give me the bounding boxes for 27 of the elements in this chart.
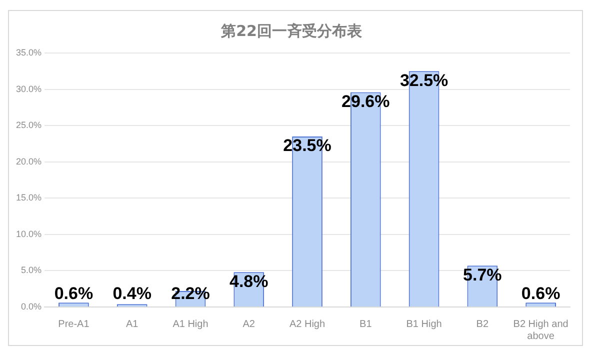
x-tick-label: Pre-A1 [58,318,90,330]
data-label: 29.6% [342,92,390,111]
data-label: 5.7% [463,265,502,284]
data-label: 23.5% [283,136,332,156]
data-label: 4.8% [230,272,268,291]
x-tick-label: B1 [360,318,372,330]
y-tick-label: 5.0% [21,265,42,276]
x-tick-label: A2 High [289,318,326,330]
data-label: 2.2% [171,284,210,304]
x-tick-label: B2 [476,318,489,330]
y-tick-label: 10.0% [16,228,42,239]
chart-title: 第22回一斉受分布表 [220,22,363,40]
x-tick-label: B1 High [406,318,442,330]
x-tick-label: A1 [126,318,139,330]
y-tick-label: 15.0% [16,192,42,203]
y-tick-label: 30.0% [16,84,42,94]
data-label: 0.6% [521,284,560,304]
y-tick-label: 0.0% [21,301,42,312]
y-tick-label: 25.0% [16,120,42,130]
data-label: 0.6% [54,284,94,304]
data-label: 32.5% [400,70,448,90]
x-tick-label: B2 High and above [513,318,568,342]
y-tick-label: 20.0% [16,156,42,166]
data-label: 0.4% [112,284,152,304]
y-tick-label: 35.0% [16,47,42,58]
x-tick-label: A2 [242,318,256,330]
x-tick-label: A1 High [172,318,208,330]
